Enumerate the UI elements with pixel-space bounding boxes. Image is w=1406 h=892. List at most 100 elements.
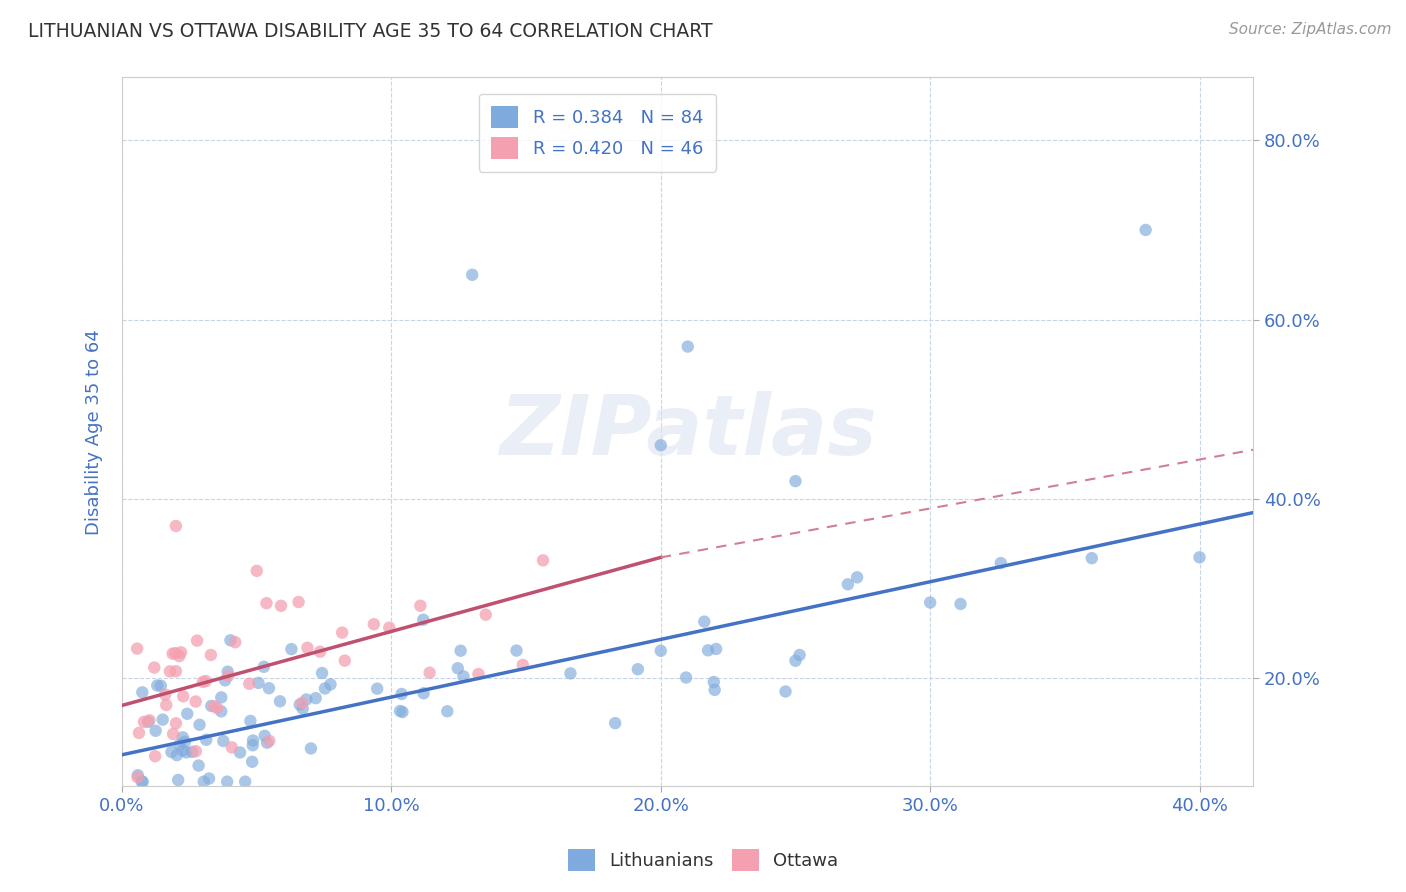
Point — [789, 648, 811, 662]
Point — [162, 647, 184, 661]
Point — [217, 774, 239, 789]
Point — [1081, 551, 1104, 566]
Point — [297, 640, 319, 655]
Point — [172, 731, 194, 745]
Point — [193, 774, 215, 789]
Point — [391, 687, 413, 701]
Point — [233, 774, 256, 789]
Point — [184, 744, 207, 758]
Point — [675, 671, 697, 685]
Point — [127, 641, 149, 656]
Point — [159, 665, 181, 679]
Point — [366, 681, 388, 696]
Point — [270, 599, 292, 613]
Point — [605, 716, 627, 731]
Point — [146, 678, 169, 692]
Point — [167, 649, 190, 664]
Point — [512, 657, 534, 672]
Point — [704, 642, 727, 657]
Point — [145, 723, 167, 738]
Point — [363, 617, 385, 632]
Point — [239, 714, 262, 728]
Point — [447, 661, 470, 675]
Point — [391, 705, 413, 719]
Point — [949, 597, 972, 611]
Point — [291, 696, 314, 710]
Point — [170, 645, 193, 659]
Point — [165, 646, 187, 660]
Point — [205, 701, 228, 715]
Point — [291, 701, 314, 715]
Point — [143, 660, 166, 674]
Point — [299, 741, 322, 756]
Point — [785, 654, 807, 668]
Text: ZIPatlas: ZIPatlas — [499, 392, 877, 472]
Point — [214, 673, 236, 688]
Y-axis label: Disability Age 35 to 64: Disability Age 35 to 64 — [86, 329, 103, 534]
Point — [389, 704, 412, 718]
Point — [256, 596, 278, 610]
Point — [131, 774, 153, 789]
Point — [194, 674, 217, 689]
Point — [253, 729, 276, 743]
Point — [238, 677, 260, 691]
Point — [242, 738, 264, 752]
Point — [305, 691, 328, 706]
Point — [697, 643, 720, 657]
Point — [333, 654, 356, 668]
Point — [436, 704, 458, 718]
Point — [287, 595, 309, 609]
Point — [128, 726, 150, 740]
Point — [846, 570, 869, 584]
Point — [160, 745, 183, 759]
Point — [172, 743, 194, 757]
Point — [136, 714, 159, 729]
Point — [314, 681, 336, 696]
Point — [200, 648, 222, 662]
Point — [1135, 223, 1157, 237]
Point — [246, 564, 269, 578]
Point — [560, 666, 582, 681]
Point — [319, 677, 342, 691]
Point — [191, 675, 214, 690]
Point — [132, 774, 155, 789]
Point — [166, 748, 188, 763]
Point — [280, 642, 302, 657]
Point — [247, 676, 270, 690]
Point — [165, 716, 187, 731]
Point — [209, 690, 232, 705]
Point — [209, 704, 232, 718]
Point — [288, 698, 311, 712]
Point — [775, 684, 797, 698]
Point — [132, 714, 155, 729]
Point — [127, 770, 149, 784]
Point — [693, 615, 716, 629]
Point — [467, 667, 489, 681]
Point — [138, 714, 160, 728]
Point — [219, 633, 242, 648]
Point — [173, 735, 195, 749]
Point — [256, 736, 278, 750]
Point — [650, 438, 672, 452]
Point — [212, 734, 235, 748]
Point — [131, 685, 153, 699]
Legend: R = 0.384   N = 84, R = 0.420   N = 46: R = 0.384 N = 84, R = 0.420 N = 46 — [478, 94, 716, 172]
Point — [378, 621, 401, 635]
Point — [920, 595, 942, 609]
Point — [153, 688, 176, 702]
Point — [453, 669, 475, 683]
Text: Source: ZipAtlas.com: Source: ZipAtlas.com — [1229, 22, 1392, 37]
Point — [184, 694, 207, 708]
Point — [412, 686, 434, 700]
Point — [202, 699, 225, 714]
Point — [311, 665, 333, 680]
Point — [531, 553, 554, 567]
Point — [242, 733, 264, 747]
Point — [1188, 550, 1211, 565]
Point — [330, 625, 353, 640]
Point — [167, 772, 190, 787]
Point — [149, 679, 172, 693]
Legend: Lithuanians, Ottawa: Lithuanians, Ottawa — [561, 842, 845, 879]
Point — [259, 734, 281, 748]
Point — [295, 692, 318, 706]
